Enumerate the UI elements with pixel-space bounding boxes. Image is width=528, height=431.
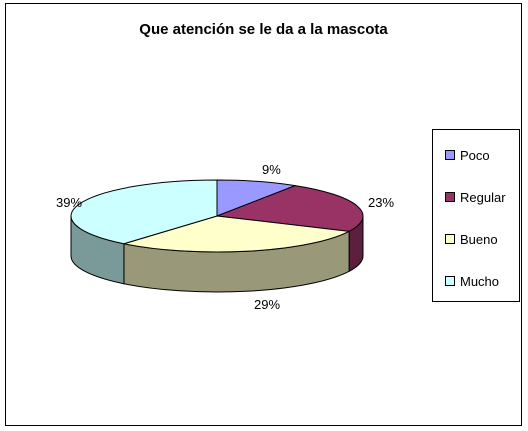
legend-label-bueno: Bueno <box>460 231 498 247</box>
legend-swatch-poco <box>445 150 455 160</box>
data-label-mucho: 39% <box>56 195 83 210</box>
legend-item-mucho: Mucho <box>445 273 499 289</box>
data-label-bueno: 29% <box>254 297 281 312</box>
legend-item-bueno: Bueno <box>445 231 498 247</box>
legend-item-poco: Poco <box>445 147 490 163</box>
data-label-poco: 9% <box>262 162 281 177</box>
legend-item-regular: Regular <box>445 189 506 205</box>
data-label-regular: 23% <box>368 195 395 210</box>
legend-label-mucho: Mucho <box>460 273 500 289</box>
pie-slice-poco <box>216 179 296 217</box>
legend-label-regular: Regular <box>460 189 506 205</box>
chart-title: Que atención se le da a la mascota <box>139 21 388 38</box>
legend-swatch-regular <box>445 192 455 202</box>
legend-swatch-mucho <box>445 276 455 286</box>
pie-slice-mucho <box>70 179 218 245</box>
legend: Poco Regular Bueno Mucho <box>432 129 520 302</box>
legend-label-poco: Poco <box>460 147 490 163</box>
pie-slice-bueno <box>123 215 350 253</box>
legend-swatch-bueno <box>445 234 455 244</box>
